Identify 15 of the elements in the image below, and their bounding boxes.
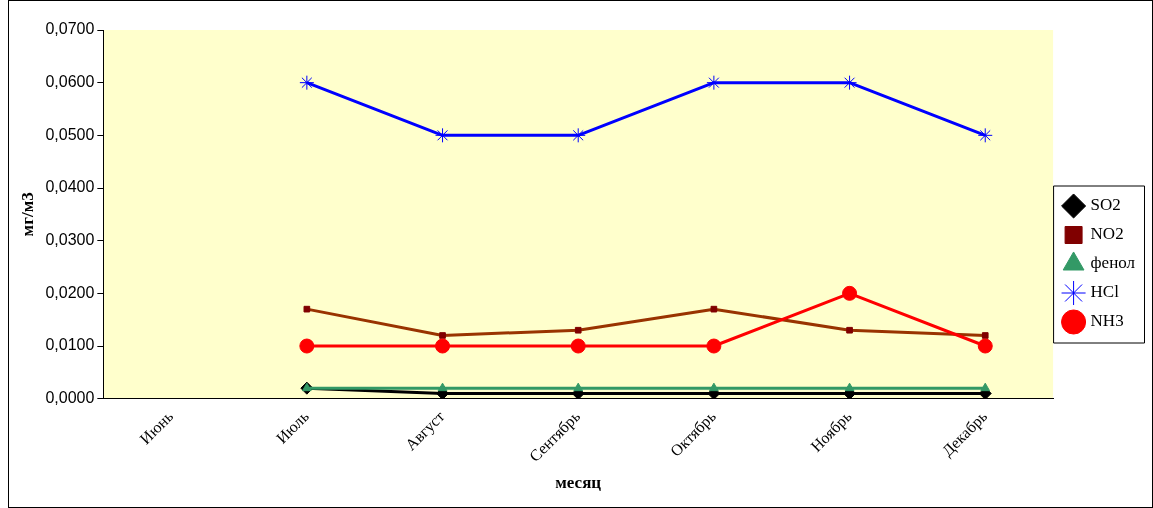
y-axis-title: мг/м3 — [17, 192, 37, 237]
y-tick-label: 0,0500 — [45, 125, 95, 143]
y-tick-label: 0,0000 — [45, 389, 95, 407]
legend-label: HCl — [1090, 282, 1120, 302]
y-tick-label: 0,0100 — [45, 336, 95, 354]
y-tick-label: 0,0600 — [45, 73, 95, 91]
y-tick-label: 0,0400 — [45, 178, 95, 196]
y-tick-label: 0,0700 — [45, 20, 95, 38]
legend-label: фенол — [1090, 253, 1136, 273]
legend-label: SO2 — [1090, 195, 1121, 215]
x-axis-title: месяц — [555, 473, 602, 493]
y-tick-label: 0,0300 — [45, 231, 95, 249]
legend-label: NO2 — [1090, 224, 1124, 244]
legend-label: NH3 — [1090, 311, 1124, 331]
y-tick-label: 0,0200 — [45, 283, 95, 301]
